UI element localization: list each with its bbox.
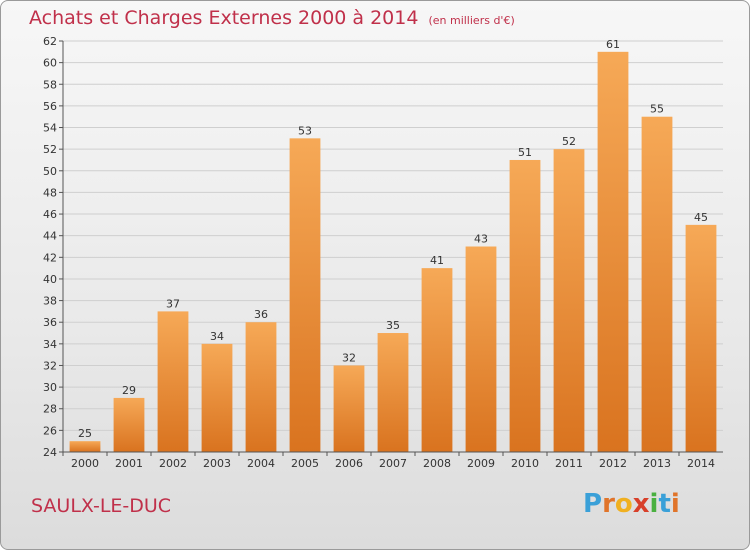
bar-2000 bbox=[69, 441, 101, 452]
logo-letter: r bbox=[602, 489, 615, 519]
logo-letter: i bbox=[670, 489, 680, 519]
bar-2006 bbox=[333, 365, 365, 452]
value-label: 45 bbox=[694, 211, 708, 224]
y-tick-label: 26 bbox=[43, 424, 57, 437]
x-tick-label: 2009 bbox=[467, 457, 495, 470]
bar-2003 bbox=[201, 343, 233, 452]
bars: 25 29 37 34 36 53 32 35 41 43 51 52 61 55 45 bbox=[69, 38, 717, 453]
y-tick-label: 48 bbox=[43, 186, 57, 199]
x-axis: 2000 2001 2002 2003 2004 2005 2006 2007 2008 2009… bbox=[62, 451, 723, 470]
chart-unit: (en milliers d'€) bbox=[428, 14, 515, 27]
bar-2005 bbox=[289, 138, 321, 452]
x-tick-label: 2011 bbox=[555, 457, 583, 470]
bar-2012 bbox=[597, 51, 629, 452]
y-tick-label: 60 bbox=[43, 57, 57, 70]
proxiti-logo: Proxiti bbox=[583, 489, 680, 519]
x-tick-label: 2008 bbox=[423, 457, 451, 470]
logo-letter: x bbox=[632, 489, 650, 519]
value-label: 32 bbox=[342, 351, 356, 364]
y-tick-label: 30 bbox=[43, 381, 57, 394]
x-tick-label: 2012 bbox=[599, 457, 627, 470]
y-tick-label: 36 bbox=[43, 316, 57, 329]
value-label: 51 bbox=[518, 146, 532, 159]
value-label: 43 bbox=[474, 233, 488, 246]
value-label: 53 bbox=[298, 124, 312, 137]
x-tick-label: 2000 bbox=[71, 457, 99, 470]
bar-2007 bbox=[377, 333, 409, 452]
bar-2004 bbox=[245, 322, 277, 452]
x-tick-label: 2010 bbox=[511, 457, 539, 470]
logo-letter: o bbox=[614, 489, 633, 519]
chart-title: Achats et Charges Externes 2000 à 2014 (e… bbox=[29, 7, 515, 29]
y-tick-label: 44 bbox=[43, 230, 57, 243]
x-tick-label: 2013 bbox=[643, 457, 671, 470]
y-tick-label: 62 bbox=[43, 35, 57, 48]
place-name: SAULX-LE-DUC bbox=[31, 495, 172, 517]
x-tick-label: 2003 bbox=[203, 457, 231, 470]
bar-2008 bbox=[421, 268, 453, 452]
bar-2014 bbox=[685, 224, 717, 452]
x-tick-label: 2005 bbox=[291, 457, 319, 470]
x-tick-label: 2014 bbox=[687, 457, 715, 470]
y-tick-label: 24 bbox=[43, 446, 57, 459]
bar-2010 bbox=[509, 159, 541, 452]
value-label: 55 bbox=[650, 103, 664, 116]
bar-2009 bbox=[465, 246, 497, 452]
value-label: 41 bbox=[430, 254, 444, 267]
x-tick-label: 2002 bbox=[159, 457, 187, 470]
y-axis: 24 26 28 30 32 34 36 38 40 42 44 46 48 50 52 54 56 58 60 62 bbox=[43, 35, 64, 459]
y-tick-label: 38 bbox=[43, 295, 57, 308]
y-tick-label: 42 bbox=[43, 251, 57, 264]
value-label: 25 bbox=[78, 427, 92, 440]
chart-title-text: Achats et Charges Externes 2000 à 2014 bbox=[29, 7, 419, 29]
value-label: 37 bbox=[166, 297, 180, 310]
logo-letter: P bbox=[583, 489, 603, 519]
x-tick-label: 2006 bbox=[335, 457, 363, 470]
y-tick-label: 40 bbox=[43, 273, 57, 286]
y-tick-label: 50 bbox=[43, 165, 57, 178]
y-tick-label: 28 bbox=[43, 403, 57, 416]
logo-letter: t bbox=[658, 489, 671, 519]
value-label: 61 bbox=[606, 38, 620, 51]
bar-2002 bbox=[157, 311, 189, 452]
x-tick-label: 2007 bbox=[379, 457, 407, 470]
logo-letter: i bbox=[649, 489, 659, 519]
y-tick-label: 34 bbox=[43, 338, 57, 351]
y-tick-label: 56 bbox=[43, 100, 57, 113]
value-label: 29 bbox=[122, 384, 136, 397]
value-label: 52 bbox=[562, 135, 576, 148]
bar-2001 bbox=[113, 397, 145, 452]
y-tick-label: 58 bbox=[43, 78, 57, 91]
y-tick-label: 32 bbox=[43, 359, 57, 372]
y-tick-label: 46 bbox=[43, 208, 57, 221]
x-tick-label: 2001 bbox=[115, 457, 143, 470]
bar-2013 bbox=[641, 116, 673, 453]
y-tick-label: 54 bbox=[43, 122, 57, 135]
bar-2011 bbox=[553, 149, 585, 452]
x-tick-label: 2004 bbox=[247, 457, 275, 470]
value-label: 36 bbox=[254, 308, 268, 321]
value-label: 34 bbox=[210, 330, 224, 343]
value-label: 35 bbox=[386, 319, 400, 332]
y-tick-label: 52 bbox=[43, 143, 57, 156]
